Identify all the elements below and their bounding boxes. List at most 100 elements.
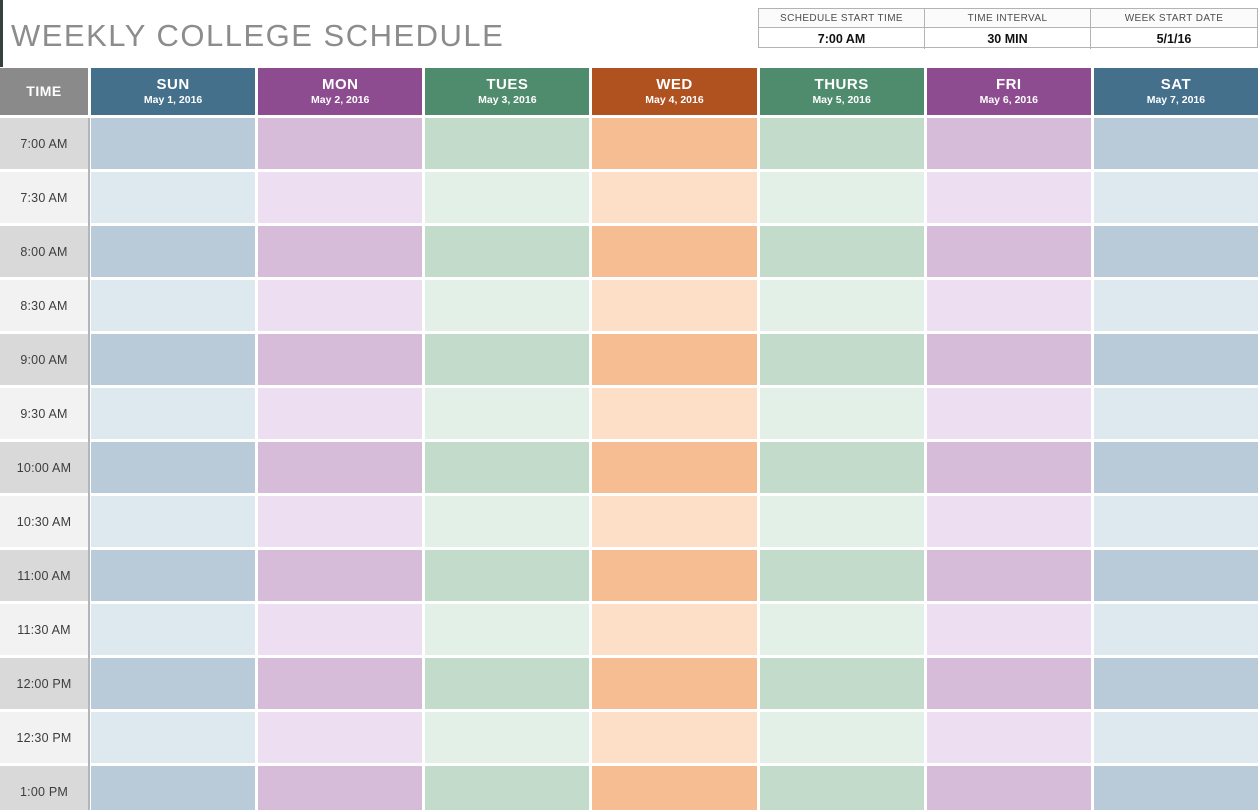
- schedule-cell[interactable]: [1093, 118, 1258, 169]
- schedule-cell[interactable]: [258, 280, 423, 331]
- time-cell: 9:00 AM: [0, 334, 88, 385]
- schedule-cell[interactable]: [1093, 442, 1258, 493]
- schedule-cell[interactable]: [425, 172, 590, 223]
- schedule-cell[interactable]: [592, 550, 757, 601]
- schedule-cell[interactable]: [592, 118, 757, 169]
- schedule-cell[interactable]: [258, 712, 423, 763]
- schedule-cell[interactable]: [592, 496, 757, 547]
- schedule-cell[interactable]: [425, 712, 590, 763]
- schedule-cell[interactable]: [91, 658, 256, 709]
- schedule-cell[interactable]: [926, 658, 1091, 709]
- schedule-cell[interactable]: [592, 712, 757, 763]
- schedule-cell[interactable]: [759, 118, 924, 169]
- settings-value-time-interval[interactable]: 30 MIN: [925, 28, 1091, 49]
- schedule-cell[interactable]: [926, 604, 1091, 655]
- schedule-cell[interactable]: [926, 496, 1091, 547]
- schedule-cell[interactable]: [926, 280, 1091, 331]
- schedule-cell[interactable]: [1093, 226, 1258, 277]
- schedule-cell[interactable]: [1093, 172, 1258, 223]
- schedule-cell[interactable]: [258, 496, 423, 547]
- schedule-cell[interactable]: [592, 766, 757, 810]
- schedule-cell[interactable]: [926, 712, 1091, 763]
- schedule-cell[interactable]: [91, 334, 256, 385]
- schedule-cell[interactable]: [1093, 334, 1258, 385]
- schedule-cell[interactable]: [1093, 658, 1258, 709]
- settings-value-week-start-date[interactable]: 5/1/16: [1156, 31, 1192, 46]
- schedule-cell[interactable]: [425, 118, 590, 169]
- time-cell: 11:30 AM: [0, 604, 88, 655]
- schedule-cell[interactable]: [759, 712, 924, 763]
- schedule-cell[interactable]: [759, 496, 924, 547]
- schedule-cell[interactable]: [258, 658, 423, 709]
- schedule-cell[interactable]: [592, 658, 757, 709]
- schedule-cell[interactable]: [926, 118, 1091, 169]
- schedule-cell[interactable]: [592, 280, 757, 331]
- schedule-cell[interactable]: [91, 712, 256, 763]
- schedule-cell[interactable]: [258, 550, 423, 601]
- schedule-cell[interactable]: [91, 172, 256, 223]
- schedule-cell[interactable]: [759, 442, 924, 493]
- schedule-cell[interactable]: [1093, 280, 1258, 331]
- schedule-cell[interactable]: [91, 496, 256, 547]
- schedule-cell[interactable]: [91, 226, 256, 277]
- schedule-cell[interactable]: [926, 550, 1091, 601]
- schedule-cell[interactable]: [1093, 766, 1258, 810]
- schedule-cell[interactable]: [759, 388, 924, 439]
- schedule-cell[interactable]: [425, 604, 590, 655]
- schedule-cell[interactable]: [592, 226, 757, 277]
- schedule-cell[interactable]: [759, 658, 924, 709]
- schedule-cell[interactable]: [926, 442, 1091, 493]
- schedule-cell[interactable]: [258, 226, 423, 277]
- schedule-cell[interactable]: [592, 172, 757, 223]
- schedule-cell[interactable]: [926, 766, 1091, 810]
- schedule-cell[interactable]: [258, 334, 423, 385]
- schedule-cell[interactable]: [425, 766, 590, 810]
- schedule-cell[interactable]: [91, 118, 256, 169]
- schedule-cell[interactable]: [759, 226, 924, 277]
- schedule-cell[interactable]: [425, 334, 590, 385]
- schedule-cell[interactable]: [1093, 550, 1258, 601]
- schedule-cell[interactable]: [1093, 604, 1258, 655]
- schedule-cell[interactable]: [425, 442, 590, 493]
- schedule-cell[interactable]: [91, 604, 256, 655]
- time-cell: 10:00 AM: [0, 442, 88, 493]
- time-cell: 10:30 AM: [0, 496, 88, 547]
- schedule-cell[interactable]: [258, 118, 423, 169]
- schedule-cell[interactable]: [258, 766, 423, 810]
- day-header-thurs: THURS May 5, 2016: [759, 68, 924, 115]
- schedule-cell[interactable]: [759, 172, 924, 223]
- schedule-cell[interactable]: [91, 388, 256, 439]
- schedule-cell[interactable]: [425, 280, 590, 331]
- schedule-cell[interactable]: [926, 334, 1091, 385]
- settings-value-schedule-start-time[interactable]: 7:00 AM: [759, 28, 925, 49]
- schedule-cell[interactable]: [759, 766, 924, 810]
- schedule-cell[interactable]: [258, 604, 423, 655]
- schedule-cell[interactable]: [1093, 496, 1258, 547]
- schedule-cell[interactable]: [258, 172, 423, 223]
- schedule-cell[interactable]: [425, 658, 590, 709]
- schedule-cell[interactable]: [258, 442, 423, 493]
- schedule-cell[interactable]: [759, 334, 924, 385]
- schedule-cell[interactable]: [91, 280, 256, 331]
- schedule-cell[interactable]: [759, 550, 924, 601]
- schedule-cell[interactable]: [1093, 388, 1258, 439]
- schedule-cell[interactable]: [91, 442, 256, 493]
- schedule-cell[interactable]: [592, 442, 757, 493]
- schedule-cell[interactable]: [425, 550, 590, 601]
- schedule-cell[interactable]: [425, 226, 590, 277]
- schedule-cell[interactable]: [91, 766, 256, 810]
- schedule-cell[interactable]: [759, 604, 924, 655]
- schedule-cell[interactable]: [926, 172, 1091, 223]
- schedule-cell[interactable]: [592, 604, 757, 655]
- schedule-cell[interactable]: [926, 226, 1091, 277]
- schedule-cell[interactable]: [91, 550, 256, 601]
- schedule-cell[interactable]: [1093, 712, 1258, 763]
- schedule-cell[interactable]: [258, 388, 423, 439]
- schedule-cell[interactable]: [926, 388, 1091, 439]
- schedule-cell[interactable]: [425, 496, 590, 547]
- time-cell: 1:00 PM: [0, 766, 88, 810]
- schedule-cell[interactable]: [592, 388, 757, 439]
- schedule-cell[interactable]: [759, 280, 924, 331]
- schedule-cell[interactable]: [425, 388, 590, 439]
- schedule-cell[interactable]: [592, 334, 757, 385]
